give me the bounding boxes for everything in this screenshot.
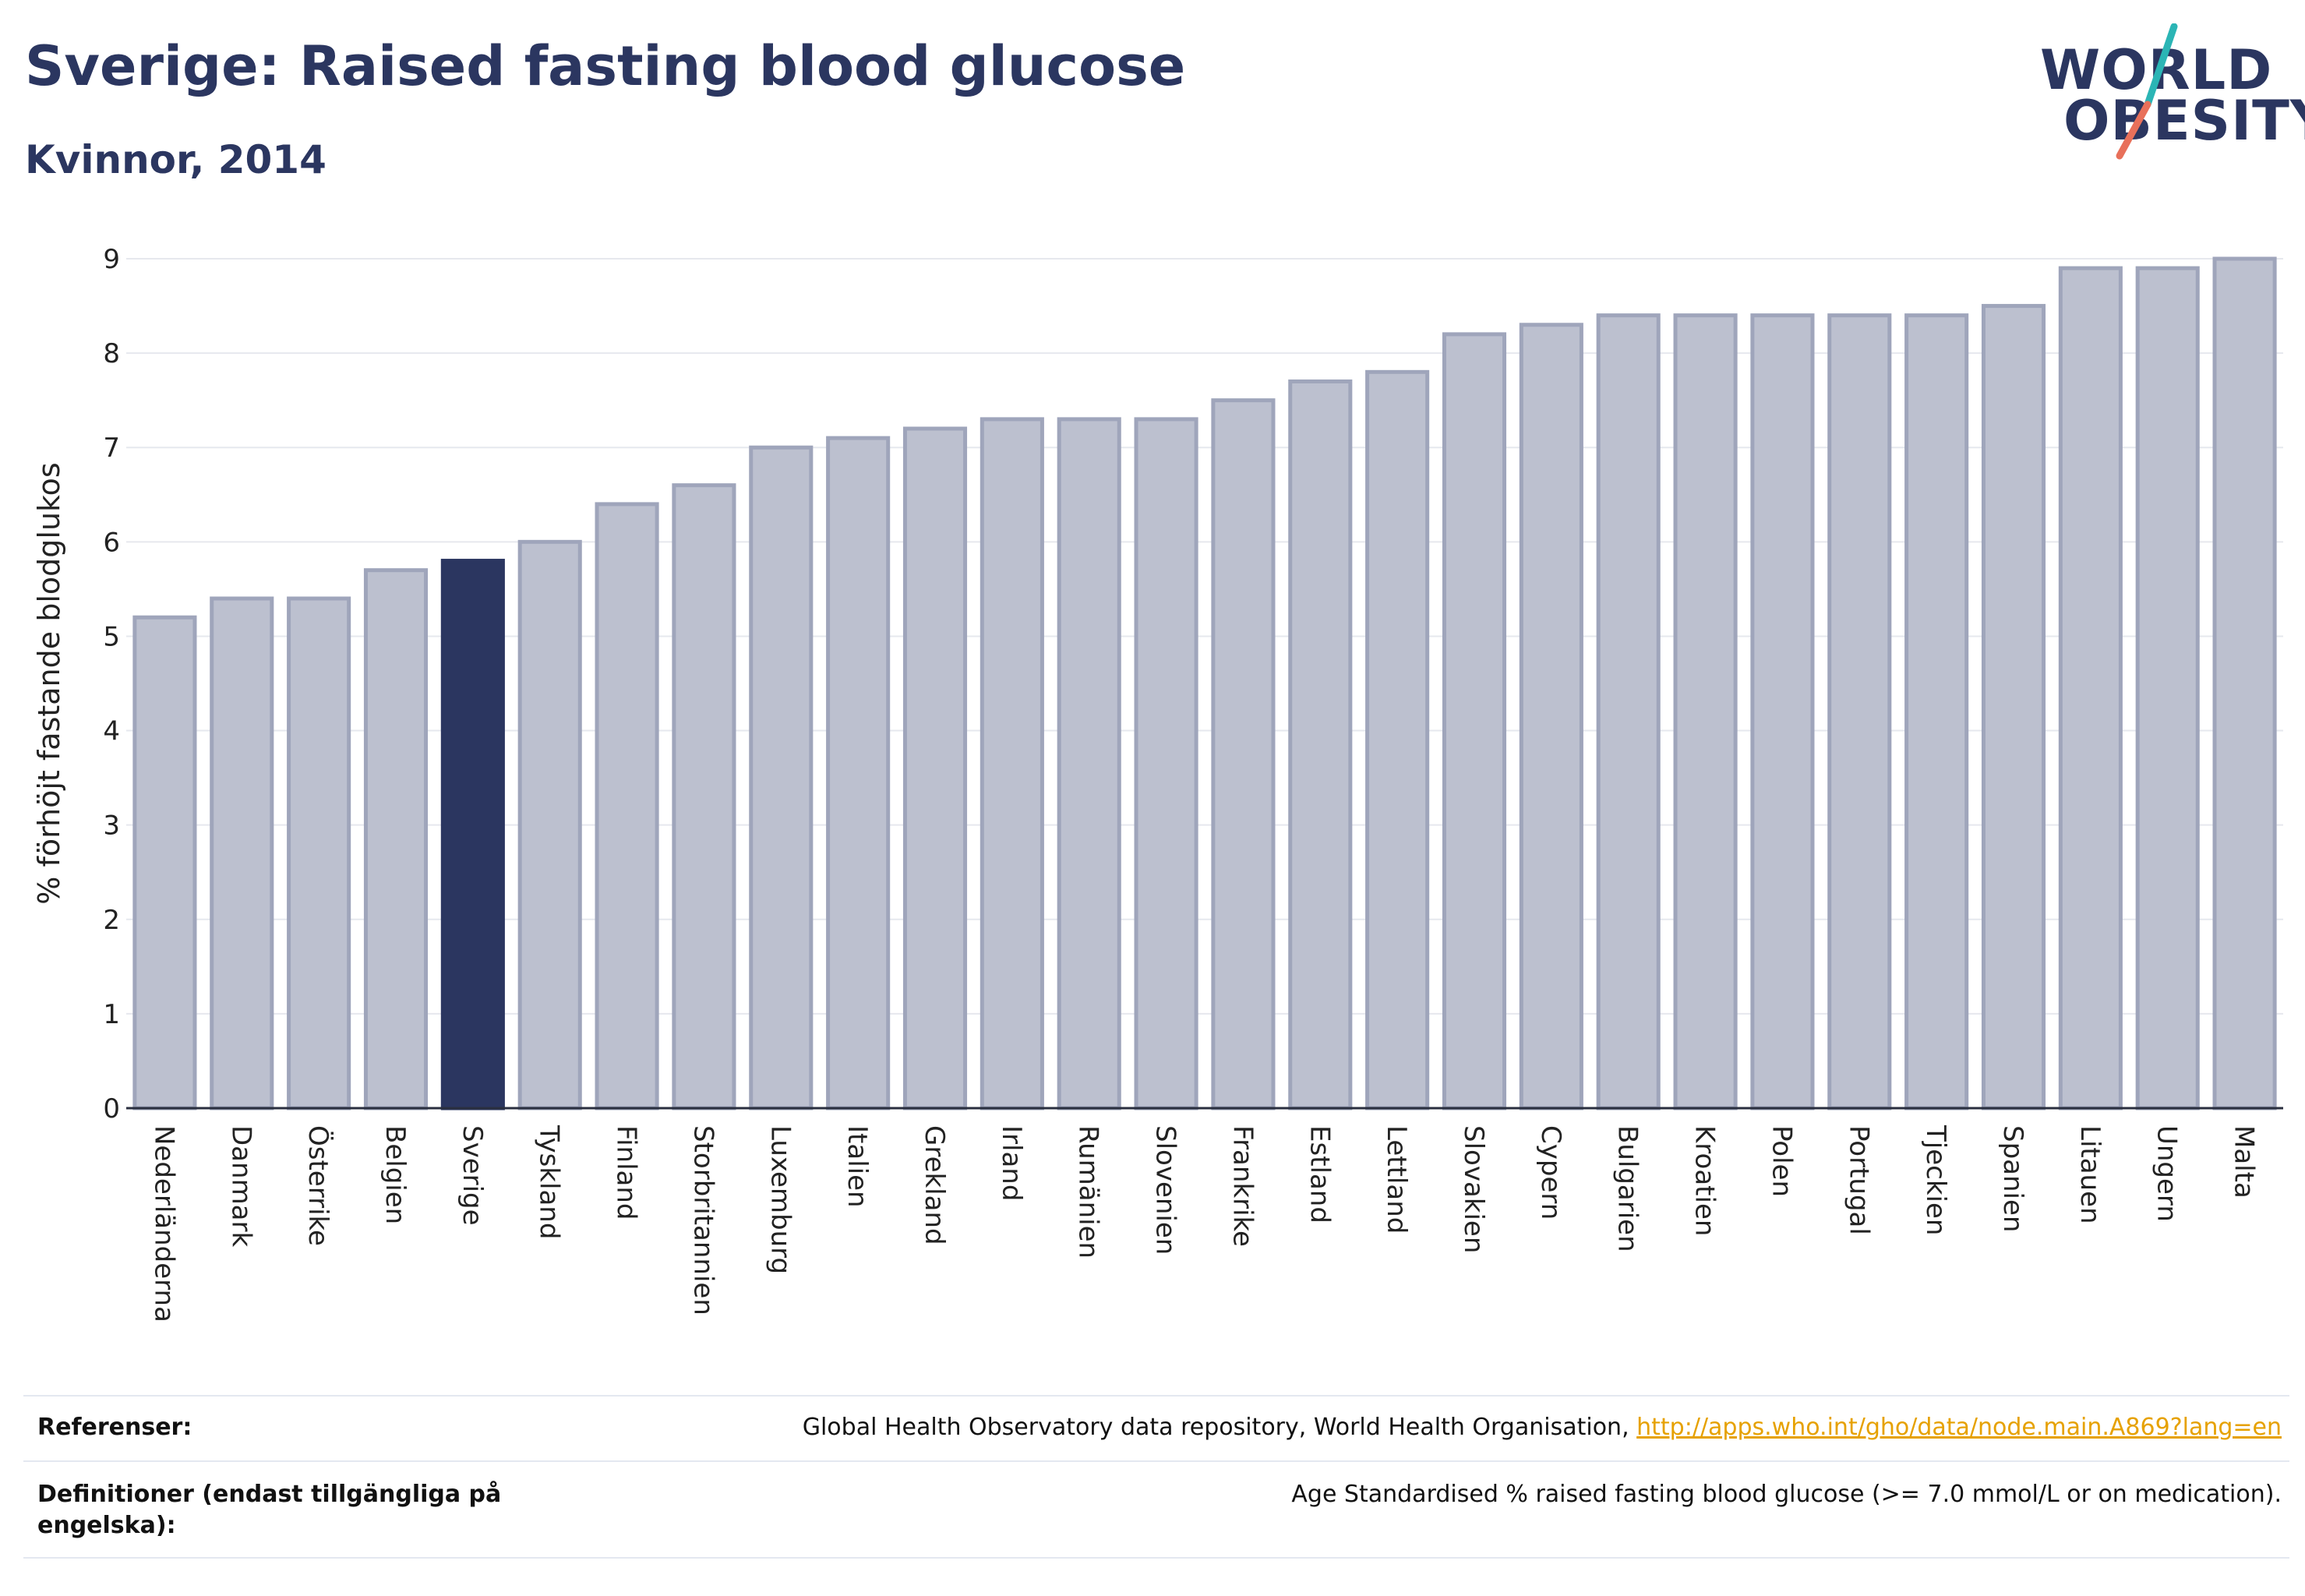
footer-divider-middle — [23, 1460, 2289, 1462]
x-tick-label: Tjeckien — [1920, 1125, 1951, 1235]
footer-divider-top — [23, 1395, 2289, 1396]
y-tick-label: 7 — [103, 433, 120, 464]
bar-kroatien — [1673, 313, 1738, 1110]
bar-estland — [1288, 379, 1353, 1110]
logo-line2: OBESITY — [2063, 89, 2305, 153]
x-tick-label: Danmark — [225, 1125, 256, 1247]
references-link[interactable]: http://apps.who.int/gho/data/node.main.A… — [1636, 1414, 2282, 1441]
bar-portugal — [1827, 313, 1892, 1110]
bar-irland — [980, 417, 1044, 1110]
x-tick-label: Estland — [1304, 1125, 1335, 1223]
x-tick-label: Österrike — [302, 1125, 334, 1246]
y-axis-ticks: 0 1 2 3 4 5 6 7 8 9 — [103, 244, 120, 1125]
definitions-value: Age Standardised % raised fasting blood … — [1291, 1481, 2282, 1508]
references-text: Global Health Observatory data repositor… — [802, 1414, 1637, 1441]
bar-grekland — [902, 426, 968, 1110]
bar-luxemburg — [749, 445, 814, 1110]
x-tick-label: Cypern — [1535, 1125, 1566, 1220]
bar-österrike — [287, 596, 351, 1110]
x-tick-label: Portugal — [1843, 1125, 1874, 1235]
x-tick-label: Tyskland — [534, 1125, 565, 1239]
y-axis-title: % förhöjt fastande blodglukos — [32, 462, 66, 904]
x-tick-label: Kroatien — [1689, 1125, 1721, 1236]
x-tick-label: Bulgarien — [1612, 1125, 1643, 1252]
y-tick-label: 9 — [103, 244, 120, 275]
x-tick-label: Slovenien — [1150, 1125, 1181, 1255]
x-tick-label: Luxemburg — [764, 1125, 796, 1274]
x-tick-label: Malta — [2229, 1125, 2260, 1199]
bars — [132, 256, 2277, 1110]
x-tick-label: Polen — [1766, 1125, 1797, 1197]
bar-bulgarien — [1596, 313, 1661, 1110]
bar-danmark — [210, 596, 274, 1110]
y-tick-label: 1 — [103, 999, 120, 1030]
logo-slash-icon — [2116, 23, 2178, 160]
bar-slovenien — [1134, 417, 1198, 1110]
x-tick-label: Finland — [611, 1125, 642, 1220]
x-tick-label: Litauen — [2074, 1125, 2106, 1224]
bar-cypern — [1519, 323, 1583, 1110]
bar-tjeckien — [1904, 313, 1969, 1110]
x-tick-label: Lettland — [1381, 1125, 1412, 1234]
bar-spanien — [1981, 304, 2046, 1110]
definitions-row: Definitioner (endast tillgängliga på eng… — [23, 1462, 2289, 1555]
bar-frankrike — [1211, 398, 1276, 1110]
page-title: Sverige: Raised fasting blood glucose — [25, 34, 1186, 98]
references-label: Referenser: — [37, 1414, 192, 1441]
definitions-label: Definitioner (endast tillgängliga på eng… — [37, 1481, 502, 1539]
y-tick-label: 6 — [103, 527, 120, 558]
x-tick-label: Spanien — [1997, 1125, 2028, 1232]
x-tick-label: Nederländerna — [148, 1125, 179, 1322]
y-tick-label: 2 — [103, 905, 120, 936]
bar-belgien — [363, 568, 429, 1110]
bar-italien — [826, 436, 891, 1110]
x-tick-label: Frankrike — [1227, 1125, 1258, 1247]
x-axis-ticks: Nederländerna Danmark Österrike Belgien Sver… — [148, 1125, 2259, 1322]
x-tick-label: Irland — [996, 1125, 1027, 1201]
bar-slovakien — [1442, 332, 1507, 1110]
x-tick-label: Belgien — [379, 1125, 411, 1224]
world-obesity-logo: WORLD OBESITY — [2032, 23, 2305, 164]
x-tick-label: Ungern — [2151, 1125, 2183, 1222]
y-tick-label: 8 — [103, 338, 120, 369]
y-tick-label: 3 — [103, 810, 120, 842]
bar-storbritannien — [672, 483, 736, 1110]
references-value: Global Health Observatory data repositor… — [803, 1412, 2282, 1443]
x-tick-label: Slovakien — [1458, 1125, 1489, 1253]
y-tick-label: 0 — [103, 1093, 120, 1125]
bar-lettland — [1365, 369, 1430, 1110]
x-tick-label: Sverige — [457, 1125, 488, 1226]
bar-malta — [2212, 256, 2277, 1110]
y-tick-label: 5 — [103, 621, 120, 652]
bar-nederländerna — [132, 615, 197, 1110]
bar-chart: 0 1 2 3 4 5 6 7 8 9 Nederländerna Danmark Österrike… — [32, 244, 2283, 1322]
bar-sverige — [440, 559, 505, 1110]
y-tick-label: 4 — [103, 716, 120, 747]
bar-litauen — [2058, 266, 2123, 1110]
x-tick-label: Italien — [842, 1125, 873, 1208]
footer-divider-bottom — [23, 1557, 2289, 1559]
x-tick-label: Storbritannien — [687, 1125, 718, 1315]
references-row: Referenser: Global Health Observatory da… — [23, 1396, 2289, 1459]
bar-tyskland — [517, 539, 582, 1110]
x-tick-label: Rumänien — [1073, 1125, 1104, 1259]
bar-rumänien — [1057, 417, 1121, 1110]
bar-finland — [595, 502, 659, 1110]
page-subtitle: Kvinnor, 2014 — [25, 137, 327, 182]
bar-polen — [1750, 313, 1815, 1110]
bar-ungern — [2135, 266, 2200, 1110]
x-tick-label: Grekland — [919, 1125, 950, 1245]
